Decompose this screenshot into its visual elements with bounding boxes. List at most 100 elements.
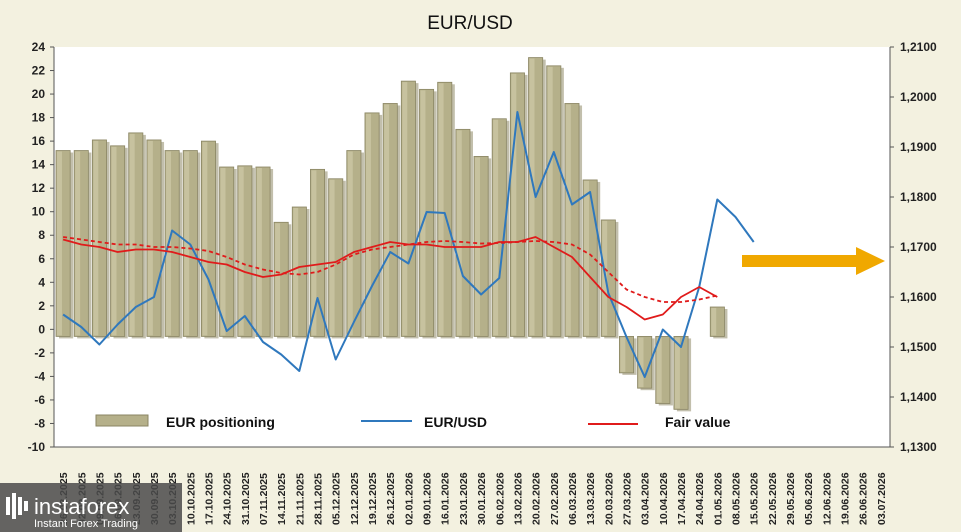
x-tick-label: 31.10.2025 — [240, 472, 252, 525]
x-tick-label: 28.11.2025 — [313, 473, 325, 525]
x-tick-label: 27.03.2026 — [621, 472, 633, 525]
x-tick-label: 09.01.2026 — [422, 472, 434, 525]
x-tick-label: 30.01.2026 — [476, 472, 488, 525]
left-tick-label: 18 — [32, 111, 46, 125]
x-tick-label: 13.02.2026 — [512, 472, 524, 525]
x-tick-label: 22.05.2026 — [767, 472, 779, 525]
positioning-bar — [255, 166, 274, 339]
positioning-bar — [582, 179, 601, 339]
logo-mark-icon — [6, 493, 28, 519]
x-tick-label: 06.03.2026 — [567, 472, 579, 525]
positioning-bar — [200, 140, 219, 339]
positioning-bar — [673, 336, 692, 412]
right-tick-label: 1,1400 — [900, 390, 937, 404]
positioning-bar — [618, 336, 637, 375]
x-tick-label: 02.01.2026 — [403, 472, 415, 525]
positioning-bar — [291, 206, 310, 339]
right-tick-label: 1,1600 — [900, 290, 937, 304]
positioning-bar — [237, 165, 255, 339]
orange-arrow-icon — [742, 247, 885, 275]
x-tick-label: 08.05.2026 — [731, 472, 743, 525]
right-axis: 1,2100 1,2000 1,1900 1,1800 1,1700 1,1600 1,15… — [889, 40, 937, 454]
right-tick-label: 1,1700 — [900, 240, 937, 254]
x-tick-label: 26.12.2025 — [385, 472, 397, 525]
right-tick-label: 1,1900 — [900, 140, 937, 154]
x-tick-label: 15.05.2026 — [749, 472, 761, 525]
positioning-bar — [346, 150, 364, 339]
positioning-bar — [382, 103, 401, 339]
x-tick-label: 24.10.2025 — [222, 472, 234, 525]
x-tick-label: 10.10.2025 — [185, 472, 197, 525]
x-tick-label: 27.02.2026 — [549, 472, 561, 525]
legend-label-positioning: EUR positioning — [166, 414, 275, 430]
x-tick-label: 23.01.2026 — [458, 472, 470, 525]
x-tick-label: 16.01.2026 — [440, 472, 452, 525]
chart-title: EUR/USD — [427, 13, 513, 34]
x-tick-label: 24.04.2026 — [694, 472, 706, 525]
left-tick-label: 20 — [32, 87, 46, 101]
left-tick-label: -4 — [34, 369, 45, 383]
positioning-bar — [528, 57, 546, 339]
logo-name: instaforex — [34, 494, 129, 519]
x-tick-label: 20.03.2026 — [603, 472, 615, 525]
x-tick-label: 01.05.2026 — [712, 472, 724, 525]
instaforex-logo: instaforex Instant Forex Trading — [0, 483, 182, 532]
positioning-bar — [146, 139, 165, 339]
x-tick-label: 07.11.2025 — [258, 473, 270, 525]
legend: EUR positioning EUR/USD Fair value — [95, 414, 731, 430]
legend-swatch-positioning — [95, 414, 149, 427]
positioning-bar — [182, 150, 201, 339]
left-tick-label: 14 — [32, 158, 46, 172]
positioning-bar — [110, 145, 128, 339]
left-tick-label: 8 — [38, 228, 45, 242]
x-tick-label: 19.06.2026 — [840, 472, 852, 525]
left-tick-label: 2 — [38, 299, 45, 313]
x-tick-label: 06.02.2026 — [494, 472, 506, 525]
positioning-bar — [564, 103, 583, 339]
eurusd-line — [62, 111, 755, 378]
fair-value-forecast-line — [62, 236, 718, 303]
left-tick-label: 6 — [38, 252, 45, 266]
x-tick-label: 12.12.2025 — [349, 472, 361, 525]
x-tick-label: 19.12.2025 — [367, 472, 379, 525]
left-tick-label: -10 — [28, 440, 46, 454]
x-tick-label: 13.03.2026 — [585, 472, 597, 525]
left-tick-label: -8 — [34, 416, 45, 430]
positioning-bar — [273, 221, 292, 339]
fair-value-line — [62, 236, 718, 321]
x-tick-label: 17.04.2026 — [676, 472, 688, 525]
legend-label-eurusd: EUR/USD — [424, 414, 487, 430]
positioning-bar — [455, 128, 474, 339]
positioning-bar — [91, 139, 110, 339]
positioning-bar — [637, 336, 655, 391]
right-tick-label: 1,1800 — [900, 190, 937, 204]
positioning-bar — [655, 336, 673, 406]
left-tick-label: 12 — [32, 181, 46, 195]
legend-label-fair-value: Fair value — [665, 414, 731, 430]
left-tick-label: 10 — [32, 205, 46, 219]
left-tick-label: 0 — [38, 322, 45, 336]
positioning-bar — [310, 168, 328, 339]
positioning-bar — [128, 132, 146, 339]
x-tick-label: 26.06.2026 — [858, 472, 870, 525]
x-tick-label: 05.12.2025 — [331, 472, 343, 525]
x-tick-label: 29.05.2026 — [785, 472, 797, 525]
positioning-bar — [419, 88, 437, 339]
left-tick-label: 16 — [32, 134, 46, 148]
lines-layer — [62, 111, 755, 378]
right-tick-label: 1,2100 — [900, 40, 937, 54]
right-tick-label: 1,2000 — [900, 90, 937, 104]
x-tick-label: 10.04.2026 — [658, 472, 670, 525]
left-tick-label: 24 — [32, 40, 46, 54]
left-tick-label: -6 — [34, 393, 45, 407]
left-tick-label: 4 — [38, 275, 45, 289]
left-tick-label: 22 — [32, 64, 46, 78]
logo-tagline: Instant Forex Trading — [34, 518, 138, 530]
positioning-bar — [491, 118, 510, 339]
left-tick-label: -2 — [34, 346, 45, 360]
positioning-bar — [364, 112, 383, 339]
positioning-bar — [55, 150, 74, 339]
x-tick-label: 14.11.2025 — [276, 473, 288, 525]
